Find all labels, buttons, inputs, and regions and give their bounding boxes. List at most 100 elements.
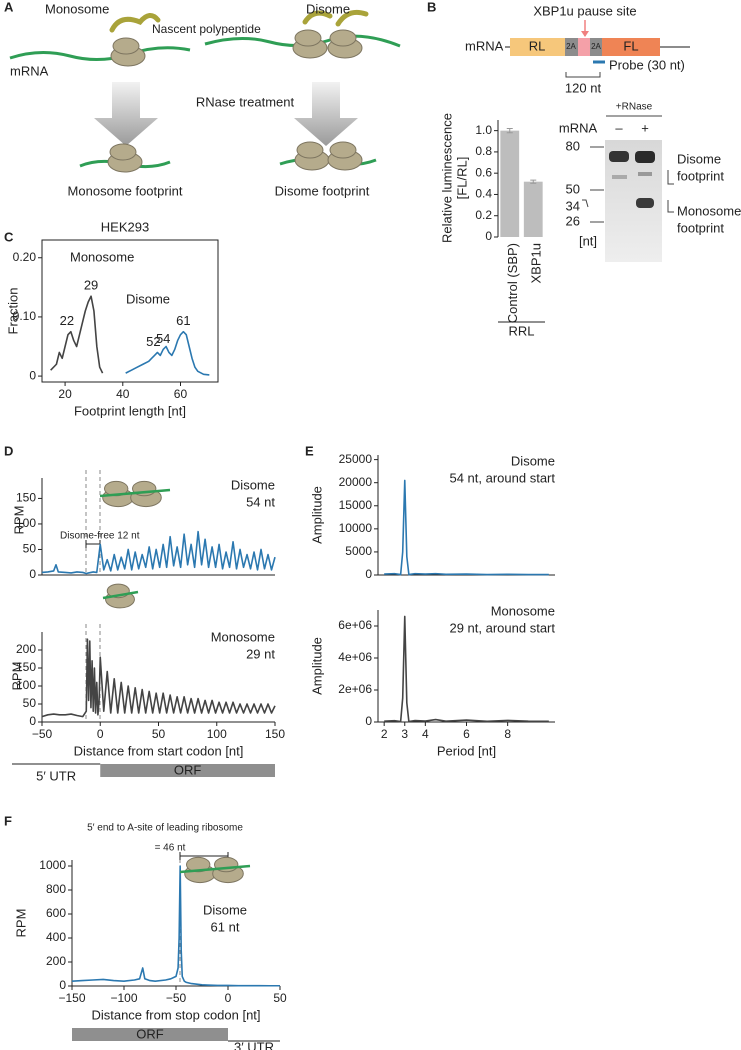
panel-label: B — [427, 0, 436, 14]
annotation: Disome-free 12 nt — [60, 531, 140, 542]
y-tick-label: 100 — [16, 678, 36, 692]
x-tick-label: −50 — [166, 991, 187, 1005]
y-axis-label: Fraction — [5, 288, 20, 335]
label: mRNA — [559, 120, 598, 135]
label: 120 nt — [565, 80, 602, 95]
marker-bracket — [582, 199, 589, 208]
y-axis-label: RPM — [9, 662, 24, 691]
series-label: Disome — [126, 291, 170, 306]
y-tick-label: 50 — [23, 542, 37, 556]
x-tick-label: 50 — [273, 991, 287, 1005]
series-label: Monosome — [211, 629, 275, 644]
label: 2A — [591, 42, 601, 51]
gel-band — [638, 172, 652, 176]
peak-label: 22 — [60, 313, 74, 328]
chart-title: HEK293 — [101, 219, 149, 234]
ribosome-small — [329, 141, 357, 159]
x-tick-label: 20 — [58, 387, 72, 401]
label-bracket — [667, 170, 674, 185]
arrow — [94, 82, 158, 146]
y-axis-label: RPM — [13, 909, 28, 938]
label: FL — [623, 38, 638, 53]
bracket — [565, 72, 601, 78]
y-tick-label: 0 — [365, 714, 372, 728]
series-label: Monosome — [491, 603, 555, 618]
panel-label: F — [4, 813, 12, 828]
bar — [500, 130, 520, 237]
peak-label: 29 — [84, 278, 98, 293]
label: Monosome — [677, 203, 741, 218]
x-tick-label: 150 — [265, 727, 285, 741]
y-tick-label: 400 — [46, 930, 66, 944]
ribosome-small — [186, 856, 211, 873]
label: Monosome footprint — [68, 183, 183, 198]
label: mRNA — [465, 38, 504, 53]
label: [nt] — [579, 233, 597, 248]
y-tick-label: 0 — [365, 567, 372, 581]
x-axis-label: Period [nt] — [437, 743, 496, 758]
label: Disome — [677, 151, 721, 166]
annotation: 54 nt — [246, 494, 275, 509]
plot-frame — [41, 239, 219, 383]
annotation: = 46 nt — [155, 843, 186, 854]
label: Disome footprint — [275, 183, 370, 198]
marker-label: 26 — [566, 213, 580, 228]
annotation: 5′ end to A-site of leading ribosome — [87, 823, 243, 834]
peak-label: 61 — [176, 313, 190, 328]
series-line — [41, 638, 276, 718]
mrna-strand — [102, 590, 139, 600]
rl-box — [510, 38, 565, 56]
series-line — [50, 295, 104, 374]
series-label: Disome — [231, 477, 275, 492]
gel-band — [636, 198, 654, 208]
x-tick-label: 0 — [225, 991, 232, 1005]
y-tick-label: 1000 — [39, 858, 66, 872]
pause-arrowhead — [581, 31, 589, 37]
label: RNase treatment — [196, 94, 295, 109]
mrna-strand — [99, 488, 171, 498]
t2a-box — [590, 38, 602, 56]
x-tick-label: Control (SBP) — [505, 243, 520, 323]
y-tick-label: 0 — [29, 714, 36, 728]
region-bar — [100, 764, 275, 777]
y-tick-label: 600 — [46, 906, 66, 920]
x-axis-label: Footprint length [nt] — [74, 403, 186, 418]
construct — [505, 20, 690, 78]
series-label: Monosome — [70, 249, 134, 264]
y-tick-label: 200 — [46, 954, 66, 968]
polypeptide — [302, 10, 333, 25]
t2a-box — [565, 38, 578, 56]
label: – — [615, 120, 623, 135]
ribosome-small — [329, 29, 357, 47]
series-label: Disome — [203, 902, 247, 917]
x-tick-label: 4 — [422, 727, 429, 741]
label: XBP1u pause site — [533, 3, 636, 18]
y-tick-label: 0.20 — [13, 250, 37, 264]
y-tick-label: 25000 — [339, 452, 373, 466]
y-tick-label: 1.0 — [475, 123, 492, 137]
y-tick-label: 0 — [59, 978, 66, 992]
x-tick-label: 40 — [116, 387, 130, 401]
panel-label: C — [4, 229, 14, 244]
series-line — [384, 615, 549, 723]
x-tick-label: 100 — [207, 727, 227, 741]
x-tick-label: 8 — [504, 727, 511, 741]
y-axis-label: [FL/RL] — [454, 157, 469, 200]
fl-box — [602, 38, 660, 56]
y-tick-label: 200 — [16, 642, 36, 656]
x-axis-label: Distance from stop codon [nt] — [91, 1007, 260, 1022]
x-tick-label: 50 — [152, 727, 166, 741]
y-tick-label: 0 — [29, 567, 36, 581]
x-tick-label: 0 — [97, 727, 104, 741]
y-tick-label: 0.2 — [475, 208, 492, 222]
x-tick-label: −100 — [110, 991, 137, 1005]
y-tick-label: 10000 — [339, 521, 373, 535]
label: 2A — [566, 42, 576, 51]
marker-label: 50 — [566, 181, 580, 196]
label: Monosome — [45, 1, 109, 16]
region-label: ORF — [136, 1026, 164, 1041]
x-tick-label: 3 — [401, 727, 408, 741]
y-tick-label: 2e+06 — [338, 682, 372, 696]
y-tick-label: 5000 — [345, 544, 372, 558]
